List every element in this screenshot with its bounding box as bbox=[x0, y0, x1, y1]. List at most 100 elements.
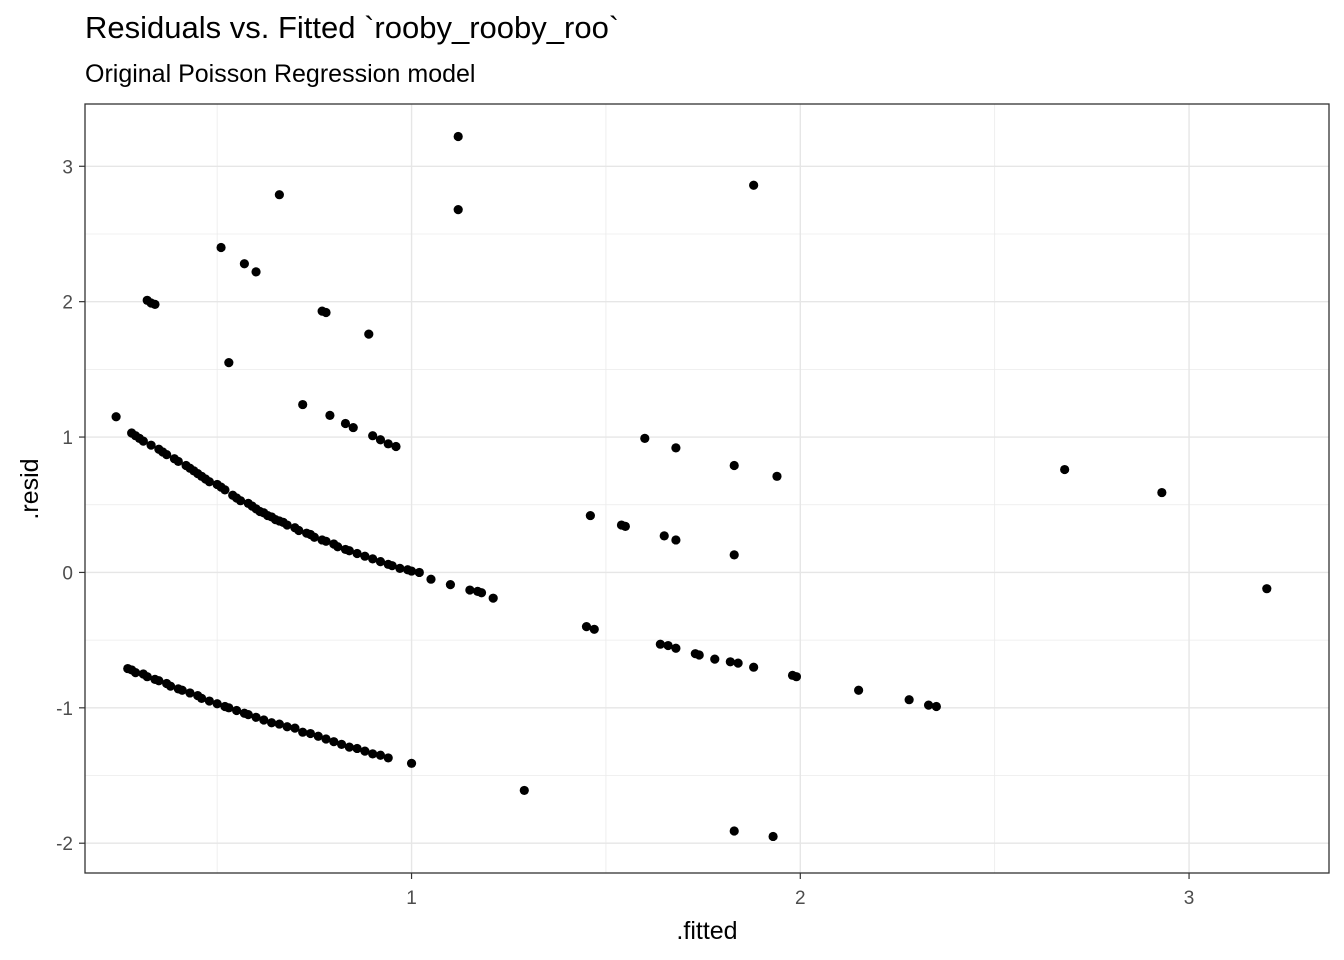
data-point bbox=[197, 693, 207, 703]
data-point bbox=[581, 621, 592, 632]
data-point bbox=[904, 695, 914, 705]
data-point bbox=[671, 443, 681, 453]
data-point bbox=[185, 688, 195, 698]
y-tick-labels: -2 -1 0 1 2 3 bbox=[56, 157, 73, 855]
data-point bbox=[445, 580, 456, 590]
data-point bbox=[387, 561, 397, 571]
data-point bbox=[391, 441, 401, 452]
data-point bbox=[1262, 584, 1272, 594]
data-point bbox=[710, 654, 720, 664]
data-point bbox=[655, 639, 665, 649]
data-point bbox=[671, 535, 681, 545]
data-point bbox=[251, 712, 261, 722]
data-point bbox=[294, 525, 304, 536]
data-point bbox=[620, 521, 630, 532]
data-point bbox=[749, 662, 759, 672]
y-tick-label: -2 bbox=[56, 834, 73, 855]
data-point bbox=[251, 267, 261, 277]
data-point bbox=[383, 753, 393, 763]
data-point bbox=[282, 520, 292, 530]
data-point bbox=[768, 831, 778, 842]
chart-title: Residuals vs. Fitted `rooby_rooby_roo` bbox=[85, 10, 620, 45]
data-point bbox=[224, 703, 234, 713]
data-point bbox=[729, 460, 739, 471]
plot-panel-background bbox=[85, 104, 1329, 873]
data-point bbox=[274, 190, 284, 200]
data-point bbox=[333, 542, 343, 552]
data-point bbox=[749, 180, 759, 190]
x-tick-labels: 1 2 3 bbox=[406, 888, 1194, 909]
chart-subtitle: Original Poisson Regression model bbox=[85, 60, 476, 88]
data-point bbox=[659, 531, 669, 541]
data-point bbox=[931, 701, 941, 712]
data-point bbox=[476, 588, 487, 598]
data-point bbox=[383, 439, 393, 449]
data-point bbox=[321, 734, 331, 744]
data-point bbox=[282, 722, 292, 732]
data-point bbox=[239, 259, 249, 269]
data-point bbox=[313, 731, 323, 741]
x-axis-label: .fitted bbox=[676, 917, 737, 945]
data-point bbox=[243, 709, 253, 720]
data-point bbox=[224, 357, 234, 368]
data-point bbox=[232, 705, 242, 716]
data-point bbox=[519, 785, 529, 796]
data-point bbox=[368, 749, 378, 759]
data-point bbox=[406, 566, 417, 576]
data-point bbox=[375, 435, 386, 445]
minor-gridlines bbox=[85, 104, 1329, 873]
data-point bbox=[267, 718, 277, 728]
data-point bbox=[1060, 464, 1070, 475]
data-point bbox=[406, 758, 417, 768]
x-tick-label: 3 bbox=[1184, 888, 1195, 909]
data-point bbox=[923, 700, 934, 710]
data-point bbox=[854, 685, 864, 695]
data-point bbox=[220, 485, 230, 495]
data-point bbox=[344, 742, 354, 752]
data-point bbox=[173, 456, 183, 467]
data-point bbox=[360, 551, 370, 561]
data-points bbox=[111, 131, 1272, 842]
y-tick-label: 0 bbox=[62, 563, 73, 584]
data-point bbox=[138, 436, 148, 446]
data-point bbox=[259, 715, 269, 725]
data-point bbox=[130, 668, 141, 678]
data-point bbox=[274, 719, 284, 729]
data-point bbox=[414, 567, 424, 578]
data-point bbox=[352, 548, 362, 559]
data-point bbox=[111, 412, 121, 422]
data-point bbox=[640, 433, 650, 444]
data-point bbox=[204, 477, 214, 487]
data-point bbox=[352, 743, 362, 754]
data-point bbox=[235, 496, 246, 506]
y-tick-label: 2 bbox=[62, 293, 73, 314]
data-point bbox=[177, 685, 187, 695]
data-point bbox=[146, 440, 156, 450]
data-point bbox=[329, 737, 339, 747]
data-point bbox=[368, 431, 378, 441]
data-point bbox=[321, 536, 331, 546]
data-point bbox=[336, 739, 347, 749]
data-point bbox=[375, 750, 386, 760]
data-point bbox=[309, 532, 319, 542]
data-point bbox=[585, 510, 595, 521]
data-point bbox=[325, 410, 335, 420]
data-point bbox=[321, 307, 331, 318]
data-point bbox=[791, 672, 802, 682]
data-point bbox=[663, 640, 673, 651]
plot-panel-border bbox=[84, 103, 1330, 874]
y-tick-label: 1 bbox=[62, 428, 73, 449]
axis-ticks bbox=[79, 165, 1190, 879]
data-point bbox=[154, 676, 164, 686]
data-point bbox=[453, 205, 463, 215]
data-point bbox=[694, 650, 704, 660]
data-point bbox=[725, 657, 735, 667]
x-tick-label: 1 bbox=[406, 888, 417, 909]
data-point bbox=[360, 746, 370, 756]
data-point bbox=[340, 418, 351, 429]
data-point bbox=[368, 554, 378, 564]
data-point bbox=[453, 131, 463, 142]
major-gridlines bbox=[85, 104, 1329, 873]
data-point bbox=[216, 242, 226, 253]
